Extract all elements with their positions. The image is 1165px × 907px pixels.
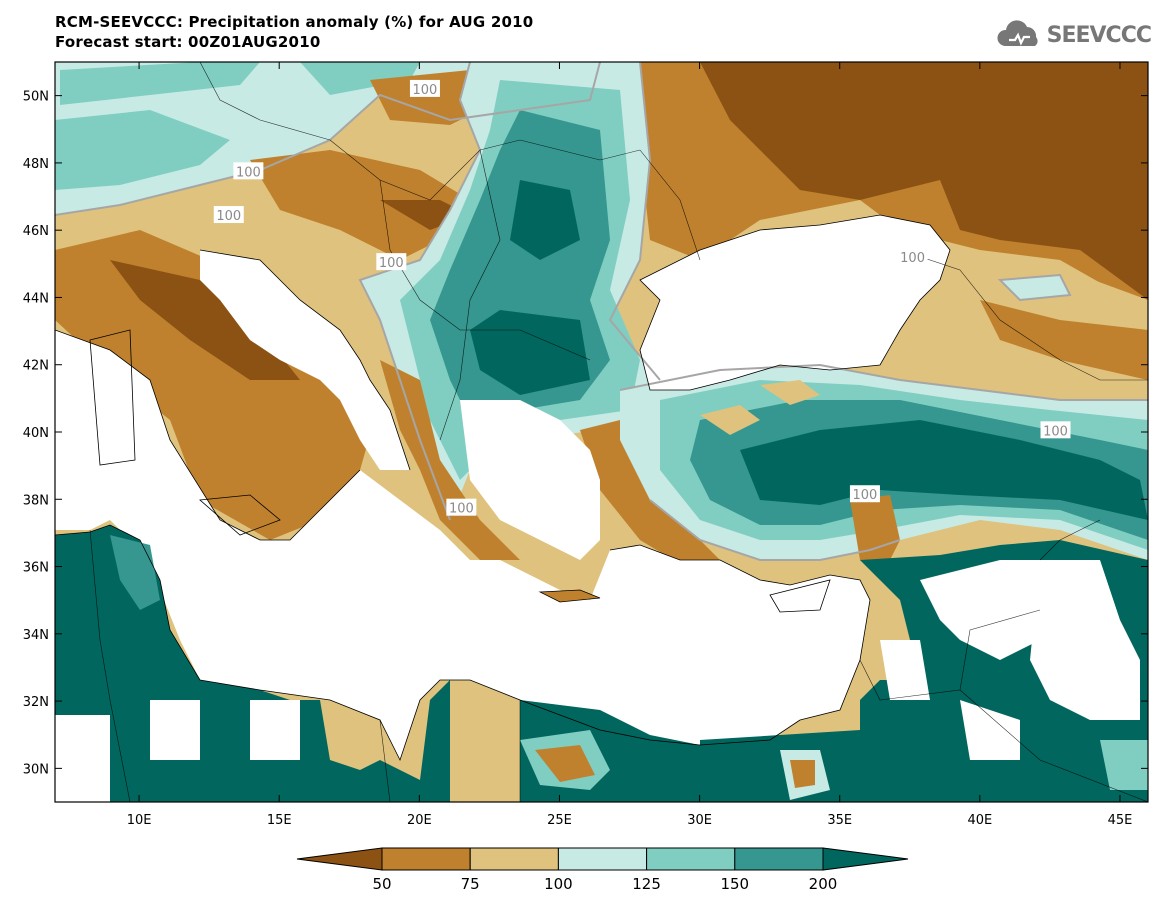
contour-label: 100 — [1040, 421, 1071, 439]
svg-text:100: 100 — [900, 251, 925, 266]
lat-tick-label: 34N — [23, 628, 49, 643]
svg-text:100: 100 — [449, 502, 474, 517]
colorbar-upper-triangle — [822, 847, 909, 871]
lat-tick-label: 32N — [23, 695, 49, 710]
contour-label: 100 — [897, 248, 928, 266]
contour-label: 100 — [233, 162, 264, 180]
lon-tick-label: 25E — [547, 813, 572, 828]
colorbar-level-label: 75 — [461, 875, 480, 893]
lon-tick-label: 35E — [827, 813, 852, 828]
colorbar-segment — [469, 847, 559, 871]
lon-tick-label: 20E — [407, 813, 432, 828]
contour-label: 100 — [446, 498, 477, 517]
contour-labels: 100 100 100 100 100 100 100 100 — [213, 79, 1071, 517]
country-borders — [89, 62, 1148, 802]
lon-tick-label: 45E — [1108, 813, 1133, 828]
colorbar-level-label: 150 — [720, 875, 749, 893]
forecast-start: Forecast start: 00Z01AUG2010 — [55, 33, 321, 51]
contour-label: 100 — [849, 485, 880, 503]
lat-tick-label: 44N — [23, 291, 49, 306]
map-title: RCM-SEEVCCC: Precipitation anomaly (%) f… — [55, 13, 534, 31]
contour-label: 100 — [213, 206, 244, 224]
colorbar: 50 75 100 125 150 200 — [296, 847, 909, 893]
colorbar-segment — [381, 847, 471, 871]
lat-tick-label: 42N — [23, 359, 49, 374]
lat-tick-label: 48N — [23, 157, 49, 172]
colorbar-lower-triangle — [296, 847, 383, 871]
lon-tick-label: 40E — [967, 813, 992, 828]
latitude-axis: 50N 48N 46N 44N 42N 40N 38N 36N 34N 32N 30N — [23, 90, 1148, 777]
svg-text:100: 100 — [216, 209, 241, 224]
lon-tick-label: 30E — [687, 813, 712, 828]
lon-tick-label: 10E — [127, 813, 152, 828]
lat-tick-label: 40N — [23, 426, 49, 441]
title-block: RCM-SEEVCCC: Precipitation anomaly (%) f… — [55, 12, 533, 52]
colorbar-level-label: 100 — [544, 875, 573, 893]
colorbar-segment — [646, 847, 736, 871]
lat-tick-label: 50N — [23, 90, 49, 105]
logo-text: SEEVCCC — [1046, 22, 1152, 48]
cloud-icon — [997, 20, 1038, 46]
anomaly-field — [55, 62, 1148, 802]
lat-tick-label: 36N — [23, 561, 49, 576]
svg-text:100: 100 — [413, 83, 438, 98]
contour-label: 100 — [409, 79, 440, 98]
contour-label: 100 — [376, 253, 407, 271]
lat-tick-label: 38N — [23, 493, 49, 508]
svg-text:100: 100 — [1043, 424, 1068, 439]
lat-tick-label: 46N — [23, 224, 49, 239]
longitude-axis: 10E 15E 20E 25E 30E 35E 40E 45E — [127, 62, 1133, 828]
colorbar-level-label: 50 — [372, 875, 391, 893]
svg-text:100: 100 — [853, 488, 878, 503]
colorbar-segment — [734, 847, 824, 871]
colorbar-level-label: 200 — [809, 875, 838, 893]
svg-text:100: 100 — [236, 165, 261, 180]
colorbar-segment — [557, 847, 648, 871]
coastlines — [55, 214, 951, 762]
lon-tick-label: 15E — [267, 813, 292, 828]
lat-tick-label: 30N — [23, 762, 49, 777]
colorbar-level-label: 125 — [632, 875, 661, 893]
seevccc-logo: SEEVCCC — [995, 20, 1152, 50]
svg-text:100: 100 — [379, 256, 404, 271]
